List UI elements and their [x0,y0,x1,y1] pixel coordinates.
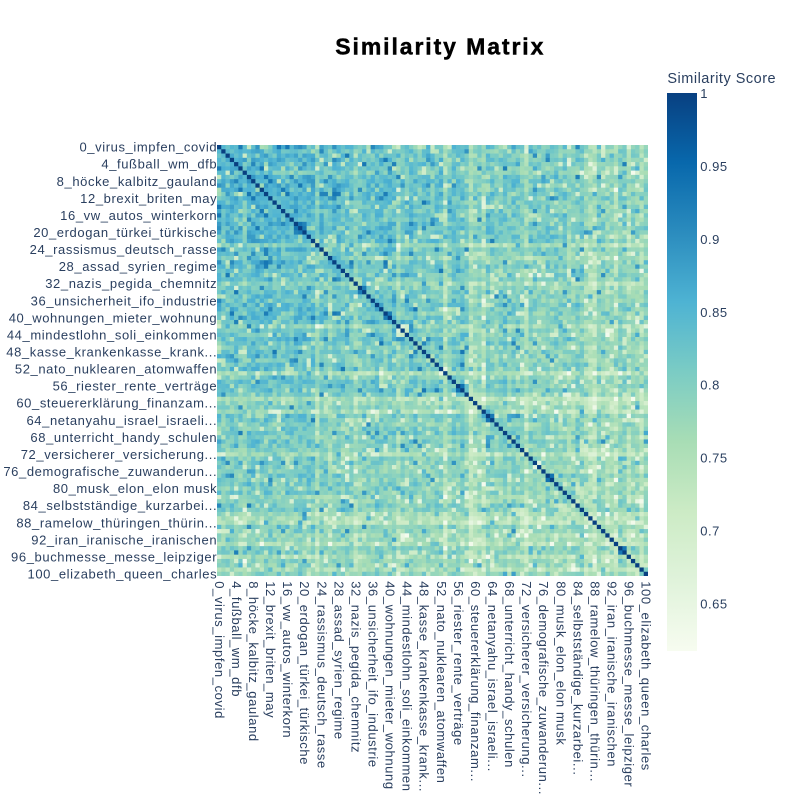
svg-text:96_buchmesse_messe_leipziger: 96_buchmesse_messe_leipziger [622,581,637,787]
svg-text:64_netanyahu_israel_israeli...: 64_netanyahu_israel_israeli... [26,413,217,428]
svg-text:0.8: 0.8 [700,378,720,393]
svg-text:80_musk_elon_elon musk: 80_musk_elon_elon musk [553,581,568,745]
svg-text:24_rassismus_deutsch_rasse: 24_rassismus_deutsch_rasse [314,581,329,769]
svg-text:100_elizabeth_queen_charles: 100_elizabeth_queen_charles [639,581,654,771]
svg-text:72_versicherer_versicherung...: 72_versicherer_versicherung... [21,447,217,462]
svg-text:96_buchmesse_messe_leipziger: 96_buchmesse_messe_leipziger [11,549,217,564]
svg-text:8_höcke_kalbitz_gauland: 8_höcke_kalbitz_gauland [57,174,218,189]
svg-text:100_elizabeth_queen_charles: 100_elizabeth_queen_charles [28,566,218,581]
svg-text:60_steuererklärung_finanzam...: 60_steuererklärung_finanzam... [468,581,483,782]
svg-text:40_wohnungen_mieter_wohnung: 40_wohnungen_mieter_wohnung [9,310,217,325]
svg-text:28_assad_syrien_regime: 28_assad_syrien_regime [59,259,217,274]
svg-text:88_ramelow_thüringen_thürin...: 88_ramelow_thüringen_thürin... [587,581,602,782]
svg-text:4_fußball_wm_dfb: 4_fußball_wm_dfb [229,581,244,697]
svg-text:32_nazis_pegida_chemnitz: 32_nazis_pegida_chemnitz [45,276,217,291]
svg-text:16_vw_autos_winterkorn: 16_vw_autos_winterkorn [60,208,217,223]
svg-text:68_unterricht_handy_schulen: 68_unterricht_handy_schulen [502,581,517,768]
svg-text:48_kasse_krankenkasse_krank...: 48_kasse_krankenkasse_krank... [417,581,432,792]
svg-text:16_vw_autos_winterkorn: 16_vw_autos_winterkorn [280,581,295,738]
svg-text:32_nazis_pegida_chemnitz: 32_nazis_pegida_chemnitz [348,581,363,753]
svg-text:64_netanyahu_israel_israeli...: 64_netanyahu_israel_israeli... [485,581,500,772]
svg-text:12_brexit_briten_may: 12_brexit_briten_may [263,581,278,718]
svg-text:48_kasse_krankenkasse_krank...: 48_kasse_krankenkasse_krank... [6,345,217,360]
svg-text:44_mindestlohn_soli_einkommen: 44_mindestlohn_soli_einkommen [7,327,217,342]
svg-text:92_iran_iranische_iranischen: 92_iran_iranische_iranischen [605,581,620,767]
svg-text:36_unsicherheit_ifo_industrie: 36_unsicherheit_ifo_industrie [31,293,218,308]
svg-text:84_selbstständige_kurzarbei...: 84_selbstständige_kurzarbei... [570,581,585,775]
svg-text:56_riester_rente_verträge: 56_riester_rente_verträge [53,379,218,394]
svg-text:44_mindestlohn_soli_einkommen: 44_mindestlohn_soli_einkommen [400,581,415,791]
svg-text:28_assad_syrien_regime: 28_assad_syrien_regime [331,581,346,739]
svg-text:40_wohnungen_mieter_wohnung: 40_wohnungen_mieter_wohnung [383,581,398,789]
svg-text:4_fußball_wm_dfb: 4_fußball_wm_dfb [101,157,217,172]
svg-text:24_rassismus_deutsch_rasse: 24_rassismus_deutsch_rasse [30,242,218,257]
svg-text:84_selbstständige_kurzarbei...: 84_selbstständige_kurzarbei... [23,498,217,513]
svg-text:52_nato_nuklearen_atomwaffen: 52_nato_nuklearen_atomwaffen [434,581,449,783]
svg-text:68_unterricht_handy_schulen: 68_unterricht_handy_schulen [30,430,217,445]
svg-text:0_virus_impfen_covid: 0_virus_impfen_covid [79,140,217,155]
svg-text:0_virus_impfen_covid: 0_virus_impfen_covid [212,581,227,719]
svg-text:20_erdogan_türkei_türkische: 20_erdogan_türkei_türkische [297,581,312,765]
svg-text:Similarity Matrix: Similarity Matrix [335,34,545,60]
svg-text:60_steuererklärung_finanzam...: 60_steuererklärung_finanzam... [16,396,217,411]
svg-text:0.85: 0.85 [700,305,727,320]
svg-text:92_iran_iranische_iranischen: 92_iran_iranische_iranischen [31,532,217,547]
svg-text:76_demografische_zuwanderun...: 76_demografische_zuwanderun... [3,464,217,479]
svg-text:8_höcke_kalbitz_gauland: 8_höcke_kalbitz_gauland [246,581,261,742]
svg-text:72_versicherer_versicherung...: 72_versicherer_versicherung... [519,581,534,777]
svg-text:0.75: 0.75 [700,451,727,466]
svg-text:0.95: 0.95 [700,159,727,174]
svg-text:20_erdogan_türkei_türkische: 20_erdogan_türkei_türkische [33,225,217,240]
svg-text:0.9: 0.9 [700,232,720,247]
svg-text:12_brexit_briten_may: 12_brexit_briten_may [80,191,217,206]
svg-text:52_nato_nuklearen_atomwaffen: 52_nato_nuklearen_atomwaffen [15,362,217,377]
svg-text:76_demografische_zuwanderun...: 76_demografische_zuwanderun... [536,581,551,795]
svg-text:1: 1 [700,86,708,101]
svg-text:56_riester_rente_verträge: 56_riester_rente_verträge [451,581,466,746]
svg-text:88_ramelow_thüringen_thürin...: 88_ramelow_thüringen_thürin... [16,515,217,530]
svg-text:80_musk_elon_elon musk: 80_musk_elon_elon musk [53,481,217,496]
svg-text:36_unsicherheit_ifo_industrie: 36_unsicherheit_ifo_industrie [365,581,380,768]
svg-text:0.65: 0.65 [700,597,727,612]
svg-text:0.7: 0.7 [700,524,720,539]
svg-text:Similarity Score: Similarity Score [667,71,776,87]
